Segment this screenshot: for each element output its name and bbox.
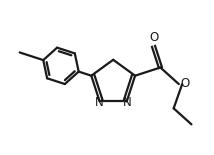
Text: O: O	[181, 77, 190, 90]
Text: N: N	[123, 96, 132, 109]
Text: O: O	[149, 31, 158, 44]
Text: N: N	[95, 96, 104, 109]
